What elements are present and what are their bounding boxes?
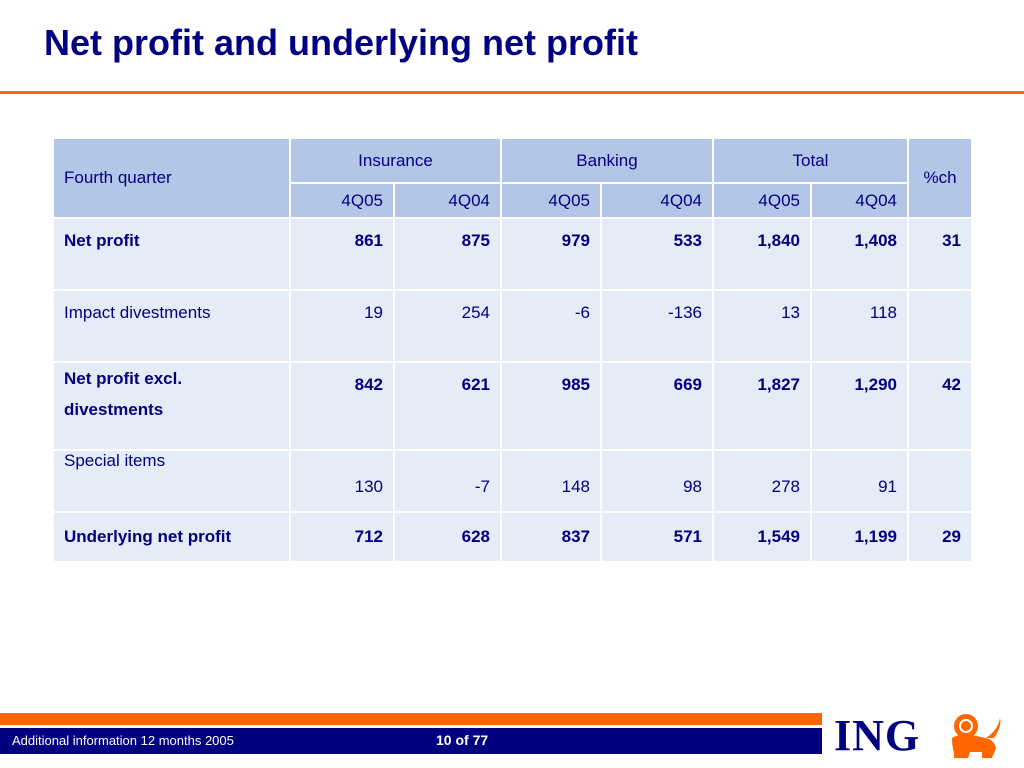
row-label: Net profit [52,217,291,291]
table-cell: 669 [600,361,714,451]
table-cell: 861 [289,217,395,291]
pct-cell [907,449,973,513]
table-cell: 1,549 [712,511,812,563]
table-cell: 571 [600,511,714,563]
group-header-banking: Banking [500,137,714,184]
table-cell: 148 [500,449,602,513]
table-cell: 118 [810,289,909,363]
table-cell: 712 [289,511,395,563]
table-cell: 19 [289,289,395,363]
table-cell: 98 [600,449,714,513]
table-cell: 985 [500,361,602,451]
table-cell: 979 [500,217,602,291]
row-label-line: divestments [64,400,164,419]
table-cell: 1,199 [810,511,909,563]
page-number: 10 of 77 [436,732,489,748]
table-cell: -7 [393,449,502,513]
net-profit-table: Fourth quarter Insurance Banking Total %… [52,137,973,563]
period-header: 4Q04 [393,182,502,219]
table-cell: 1,290 [810,361,909,451]
pct-cell [907,289,973,363]
group-header-insurance: Insurance [289,137,502,184]
pct-cell: 31 [907,217,973,291]
table-row: Net profit excl. divestments 842 621 985… [52,361,973,451]
period-header: 4Q04 [810,182,909,219]
page-title: Net profit and underlying net profit [44,22,638,63]
pct-cell: 42 [907,361,973,451]
footer-navy-bar [0,728,822,754]
table-row: Special items 130 -7 148 98 278 91 [52,449,973,513]
table-cell: 91 [810,449,909,513]
lion-icon [952,714,1001,758]
table-cell: -136 [600,289,714,363]
footer-caption: Additional information 12 months 2005 [12,733,234,748]
table-cell: 130 [289,449,395,513]
row-label: Net profit excl. divestments [52,361,291,451]
table-cell: -6 [500,289,602,363]
row-label: Impact divestments [52,289,291,363]
period-header: 4Q05 [712,182,812,219]
table-cell: 837 [500,511,602,563]
table-cell: 278 [712,449,812,513]
row-label-line: Net profit excl. [64,369,183,388]
corner-header: Fourth quarter [52,137,291,219]
pct-change-header: %ch [907,137,973,219]
title-divider [0,91,1024,94]
table-cell: 875 [393,217,502,291]
table-cell: 1,840 [712,217,812,291]
ing-logo: ING [834,706,1014,762]
group-header-total: Total [712,137,909,184]
logo-text: ING [834,711,921,760]
row-label: Underlying net profit [52,511,291,563]
table-cell: 1,827 [712,361,812,451]
table-cell: 13 [712,289,812,363]
table-row: Net profit 861 875 979 533 1,840 1,408 3… [52,217,973,291]
table-cell: 628 [393,511,502,563]
period-header: 4Q05 [289,182,395,219]
table-cell: 621 [393,361,502,451]
table-cell: 533 [600,217,714,291]
period-header: 4Q04 [600,182,714,219]
table-cell: 842 [289,361,395,451]
table-row: Underlying net profit 712 628 837 571 1,… [52,511,973,563]
pct-cell: 29 [907,511,973,563]
row-label: Special items [52,449,291,513]
period-header: 4Q05 [500,182,602,219]
table-row: Impact divestments 19 254 -6 -136 13 118 [52,289,973,363]
footer-orange-bar [0,713,822,725]
table-cell: 1,408 [810,217,909,291]
table-cell: 254 [393,289,502,363]
